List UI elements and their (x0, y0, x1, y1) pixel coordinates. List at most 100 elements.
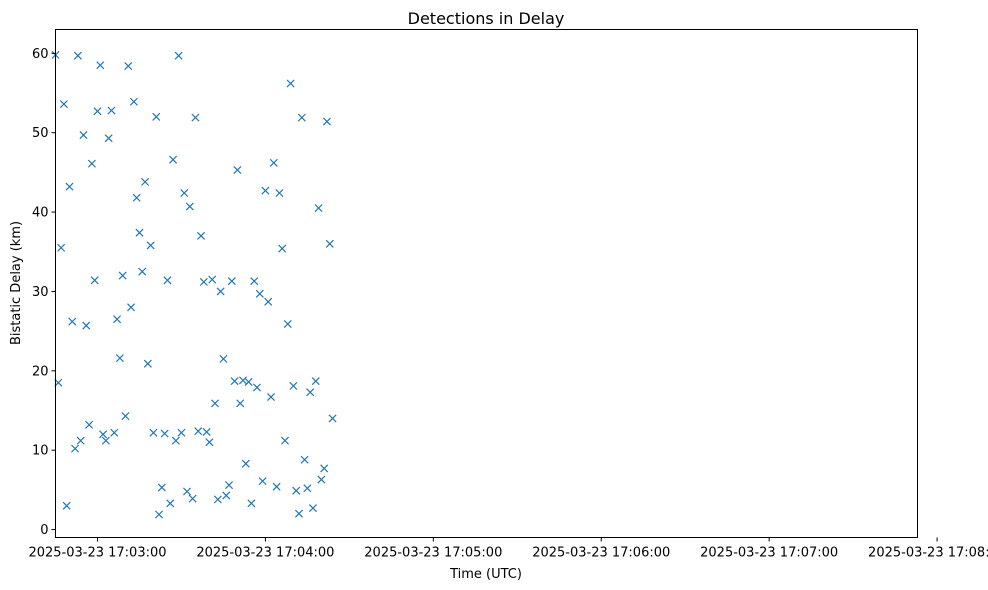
x-tick-label: 2025-03-23 17:04:00 (196, 546, 334, 561)
data-point (129, 97, 138, 106)
data-point (211, 399, 220, 408)
data-point (99, 430, 108, 439)
data-point (269, 158, 278, 167)
data-point (255, 289, 264, 298)
y-tick-label: 10 (32, 444, 49, 459)
data-point (278, 244, 287, 253)
data-point (227, 277, 236, 286)
x-tick-label: 2025-03-23 17:06:00 (532, 546, 670, 561)
data-point (300, 455, 309, 464)
data-point (174, 51, 183, 60)
data-point (71, 444, 80, 453)
data-point (110, 428, 119, 437)
data-point (213, 495, 222, 504)
data-point (68, 317, 77, 326)
data-point (73, 51, 82, 60)
data-point (306, 388, 315, 397)
plot-markers (51, 50, 337, 519)
data-point (275, 188, 284, 198)
data-point (124, 61, 133, 71)
data-point (311, 377, 320, 386)
x-tick-label: 2025-03-23 17:08:00 (868, 546, 988, 561)
data-point (292, 486, 301, 495)
data-point (294, 509, 304, 518)
data-point (252, 383, 262, 392)
data-point (146, 241, 155, 250)
data-point (57, 243, 66, 252)
data-point (62, 501, 71, 510)
data-point (127, 303, 136, 312)
data-point (132, 193, 141, 202)
data-point (236, 399, 245, 408)
data-point (79, 131, 88, 140)
x-axis-label: Time (UTC) (449, 567, 522, 582)
data-point (143, 359, 152, 368)
data-point (87, 159, 96, 168)
data-point (59, 100, 68, 109)
data-point (169, 155, 178, 164)
data-point (180, 188, 189, 198)
x-tick-label: 2025-03-23 17:03:00 (28, 546, 166, 561)
data-point (303, 484, 312, 493)
data-point (90, 276, 99, 285)
data-point (191, 113, 200, 122)
data-point (264, 297, 273, 306)
y-tick-label: 40 (32, 206, 49, 221)
data-point (320, 464, 329, 473)
data-point (328, 414, 337, 423)
plot-frame (55, 29, 918, 538)
data-point (289, 381, 298, 390)
data-point (65, 182, 74, 191)
data-point (160, 429, 169, 438)
data-point (188, 494, 197, 503)
data-point (121, 412, 130, 421)
data-point (241, 459, 250, 468)
data-point (219, 354, 228, 363)
data-point (205, 438, 214, 447)
data-point (308, 504, 318, 513)
data-point (82, 321, 91, 330)
y-tick-label: 60 (32, 47, 49, 62)
data-point (183, 487, 192, 496)
data-point (166, 499, 175, 508)
data-point (135, 228, 144, 237)
x-tick-label: 2025-03-23 17:05:00 (364, 546, 502, 561)
data-point (177, 428, 186, 437)
data-point (297, 113, 306, 122)
data-point (152, 112, 161, 121)
x-tick-label: 2025-03-23 17:07:00 (700, 546, 838, 561)
data-point (286, 79, 295, 88)
x-axis: 2025-03-23 17:03:00 2025-03-23 17:04:00 20… (28, 537, 988, 561)
data-point (261, 186, 270, 195)
y-tick-label: 50 (32, 126, 49, 141)
data-point (244, 377, 253, 386)
data-point (185, 202, 194, 211)
data-point (76, 436, 85, 445)
data-point (283, 319, 292, 329)
y-tick-label: 30 (32, 285, 49, 300)
data-point (222, 491, 231, 500)
data-point (208, 275, 217, 284)
data-point (163, 276, 172, 285)
data-point (171, 436, 180, 445)
data-point (157, 483, 166, 492)
data-point (280, 436, 290, 445)
data-point (272, 482, 281, 491)
data-point (118, 271, 127, 280)
data-point (101, 436, 110, 445)
data-point (258, 477, 267, 486)
data-point (224, 481, 234, 490)
data-point (199, 277, 208, 286)
data-point (230, 377, 239, 386)
data-point (115, 354, 124, 363)
data-point (104, 134, 113, 143)
chart-title: Detections in Delay (408, 9, 565, 28)
data-point (322, 117, 331, 126)
data-point (113, 315, 122, 324)
data-point (325, 239, 334, 248)
data-point (247, 499, 256, 508)
data-point (202, 427, 211, 436)
data-point (85, 420, 94, 429)
data-point (93, 107, 102, 116)
